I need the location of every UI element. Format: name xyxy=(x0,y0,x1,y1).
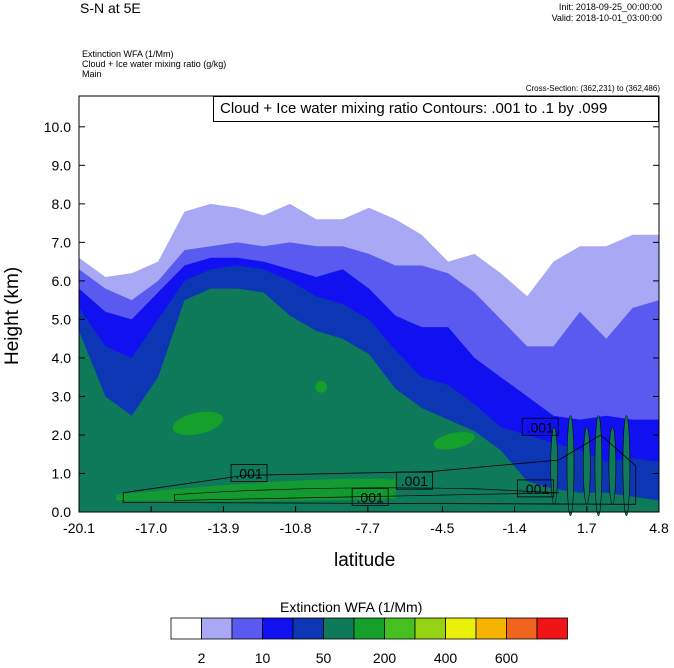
colorbar-swatch-8 xyxy=(414,617,446,640)
convective-tower-3 xyxy=(594,415,603,517)
y-tick-label: 10.0 xyxy=(44,119,71,135)
colorbar-swatch-11 xyxy=(506,617,538,640)
x-tick-label: -17.0 xyxy=(135,520,167,536)
init-time: Init: 2018-09-25_00:00:00 xyxy=(558,2,662,12)
x-axis-label: latitude xyxy=(334,550,396,571)
convective-tower-2 xyxy=(582,426,591,505)
valid-time: Valid: 2018-10-01_03:00:00 xyxy=(551,13,662,23)
y-tick-label: 3.0 xyxy=(52,388,72,404)
contour-label-1: .001 xyxy=(351,487,389,506)
extinction-layer-200 xyxy=(79,288,659,512)
cross-section-label: Cross-Section: (362,231) to (362,486) xyxy=(525,84,660,93)
colorbar-swatch-3 xyxy=(262,617,294,640)
x-tick-label: -1.4 xyxy=(503,520,527,536)
contour-label-0: .001 xyxy=(230,464,268,482)
y-tick-label: 8.0 xyxy=(52,196,72,212)
colorbar-swatch-12 xyxy=(536,617,568,640)
colorbar-label: 50 xyxy=(316,650,332,666)
colorbar-swatch-5 xyxy=(323,617,355,640)
contour-label-box xyxy=(230,464,268,482)
colorbar-label: 10 xyxy=(255,650,271,666)
contour-label-4: .001 xyxy=(521,417,559,436)
x-tick-label: -20.1 xyxy=(63,520,95,536)
x-tick-label: -7.7 xyxy=(356,520,380,536)
run-times: Init: 2018-09-25_00:00:00 Valid: 2018-10… xyxy=(552,2,662,24)
y-axis-label: Height (km) xyxy=(2,266,23,365)
colorbar-swatch-6 xyxy=(353,617,385,640)
y-tick-label: 6.0 xyxy=(52,273,72,289)
contour-label-text: .001 xyxy=(401,473,428,489)
contour-line-inner xyxy=(174,487,559,501)
surface-band xyxy=(116,478,396,502)
colorbar-swatch-7 xyxy=(384,617,416,640)
y-tick-label: 2.0 xyxy=(52,427,72,443)
convective-tower-5 xyxy=(622,415,631,517)
colorbar-label: 400 xyxy=(434,650,458,666)
x-tick-label: 4.8 xyxy=(649,520,669,536)
contour-info-box: Cloud + Ice water mixing ratio Contours:… xyxy=(213,96,659,122)
colorbar-label: 2 xyxy=(198,650,206,666)
colorbar-swatch-2 xyxy=(231,617,263,640)
colorbar-swatch-1 xyxy=(201,617,233,640)
x-tick-label: -13.9 xyxy=(207,520,239,536)
extinction-patch-2 xyxy=(315,381,328,393)
y-tick-label: 1.0 xyxy=(52,465,72,481)
contour-label-text: .001 xyxy=(522,481,549,497)
colorbar-swatch-9 xyxy=(445,617,477,640)
colorbar-label: 200 xyxy=(373,650,397,666)
contour-label-box xyxy=(396,471,433,490)
contour-label-text: .001 xyxy=(235,465,262,481)
y-tick-label: 7.0 xyxy=(52,234,72,250)
convective-tower-4 xyxy=(608,426,617,505)
colorbar-swatch-4 xyxy=(292,617,324,640)
extinction-patch-1 xyxy=(433,432,475,450)
colorbar-swatch-10 xyxy=(475,617,507,640)
contour-label-box xyxy=(521,417,559,436)
y-tick-label: 0.0 xyxy=(52,504,72,520)
contour-line-outer xyxy=(122,434,637,505)
x-tick-label: -4.5 xyxy=(430,520,454,536)
contour-label-text: .001 xyxy=(357,489,384,505)
colorbar-title: Extinction WFA (1/Mm) xyxy=(280,599,423,615)
colorbar-swatch-0 xyxy=(170,617,202,640)
contour-label-text: .001 xyxy=(527,419,554,435)
x-tick-label: -10.8 xyxy=(280,520,312,536)
x-tick-label: 1.7 xyxy=(577,520,597,536)
contour-label-3: .001 xyxy=(517,479,554,498)
convective-tower-1 xyxy=(566,415,575,517)
field-3: Main xyxy=(82,69,102,79)
y-tick-label: 9.0 xyxy=(52,157,72,173)
field-1: Extinction WFA (1/Mm) xyxy=(82,49,174,59)
y-tick-label: 5.0 xyxy=(52,311,72,327)
contour-label-box xyxy=(517,479,554,498)
extinction-patch-0 xyxy=(172,411,223,436)
field-list: Extinction WFA (1/Mm) Cloud + Ice water … xyxy=(82,49,226,79)
y-tick-label: 4.0 xyxy=(52,350,72,366)
contour-label-2: .001 xyxy=(396,471,433,490)
colorbar-label: 600 xyxy=(495,650,519,666)
chart-title: S-N at 5E xyxy=(80,0,141,16)
field-2: Cloud + Ice water mixing ratio (g/kg) xyxy=(82,59,227,69)
contour-label-box xyxy=(351,487,389,506)
